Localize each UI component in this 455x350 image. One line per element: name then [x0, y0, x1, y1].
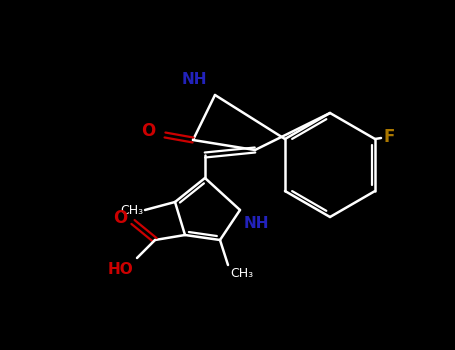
Text: CH₃: CH₃	[230, 267, 253, 280]
Text: NH: NH	[182, 72, 207, 87]
Text: O: O	[141, 122, 155, 140]
Text: CH₃: CH₃	[120, 203, 143, 217]
Text: NH: NH	[244, 216, 269, 231]
Text: O: O	[113, 209, 127, 227]
Text: HO: HO	[107, 262, 133, 277]
Text: F: F	[383, 128, 394, 146]
